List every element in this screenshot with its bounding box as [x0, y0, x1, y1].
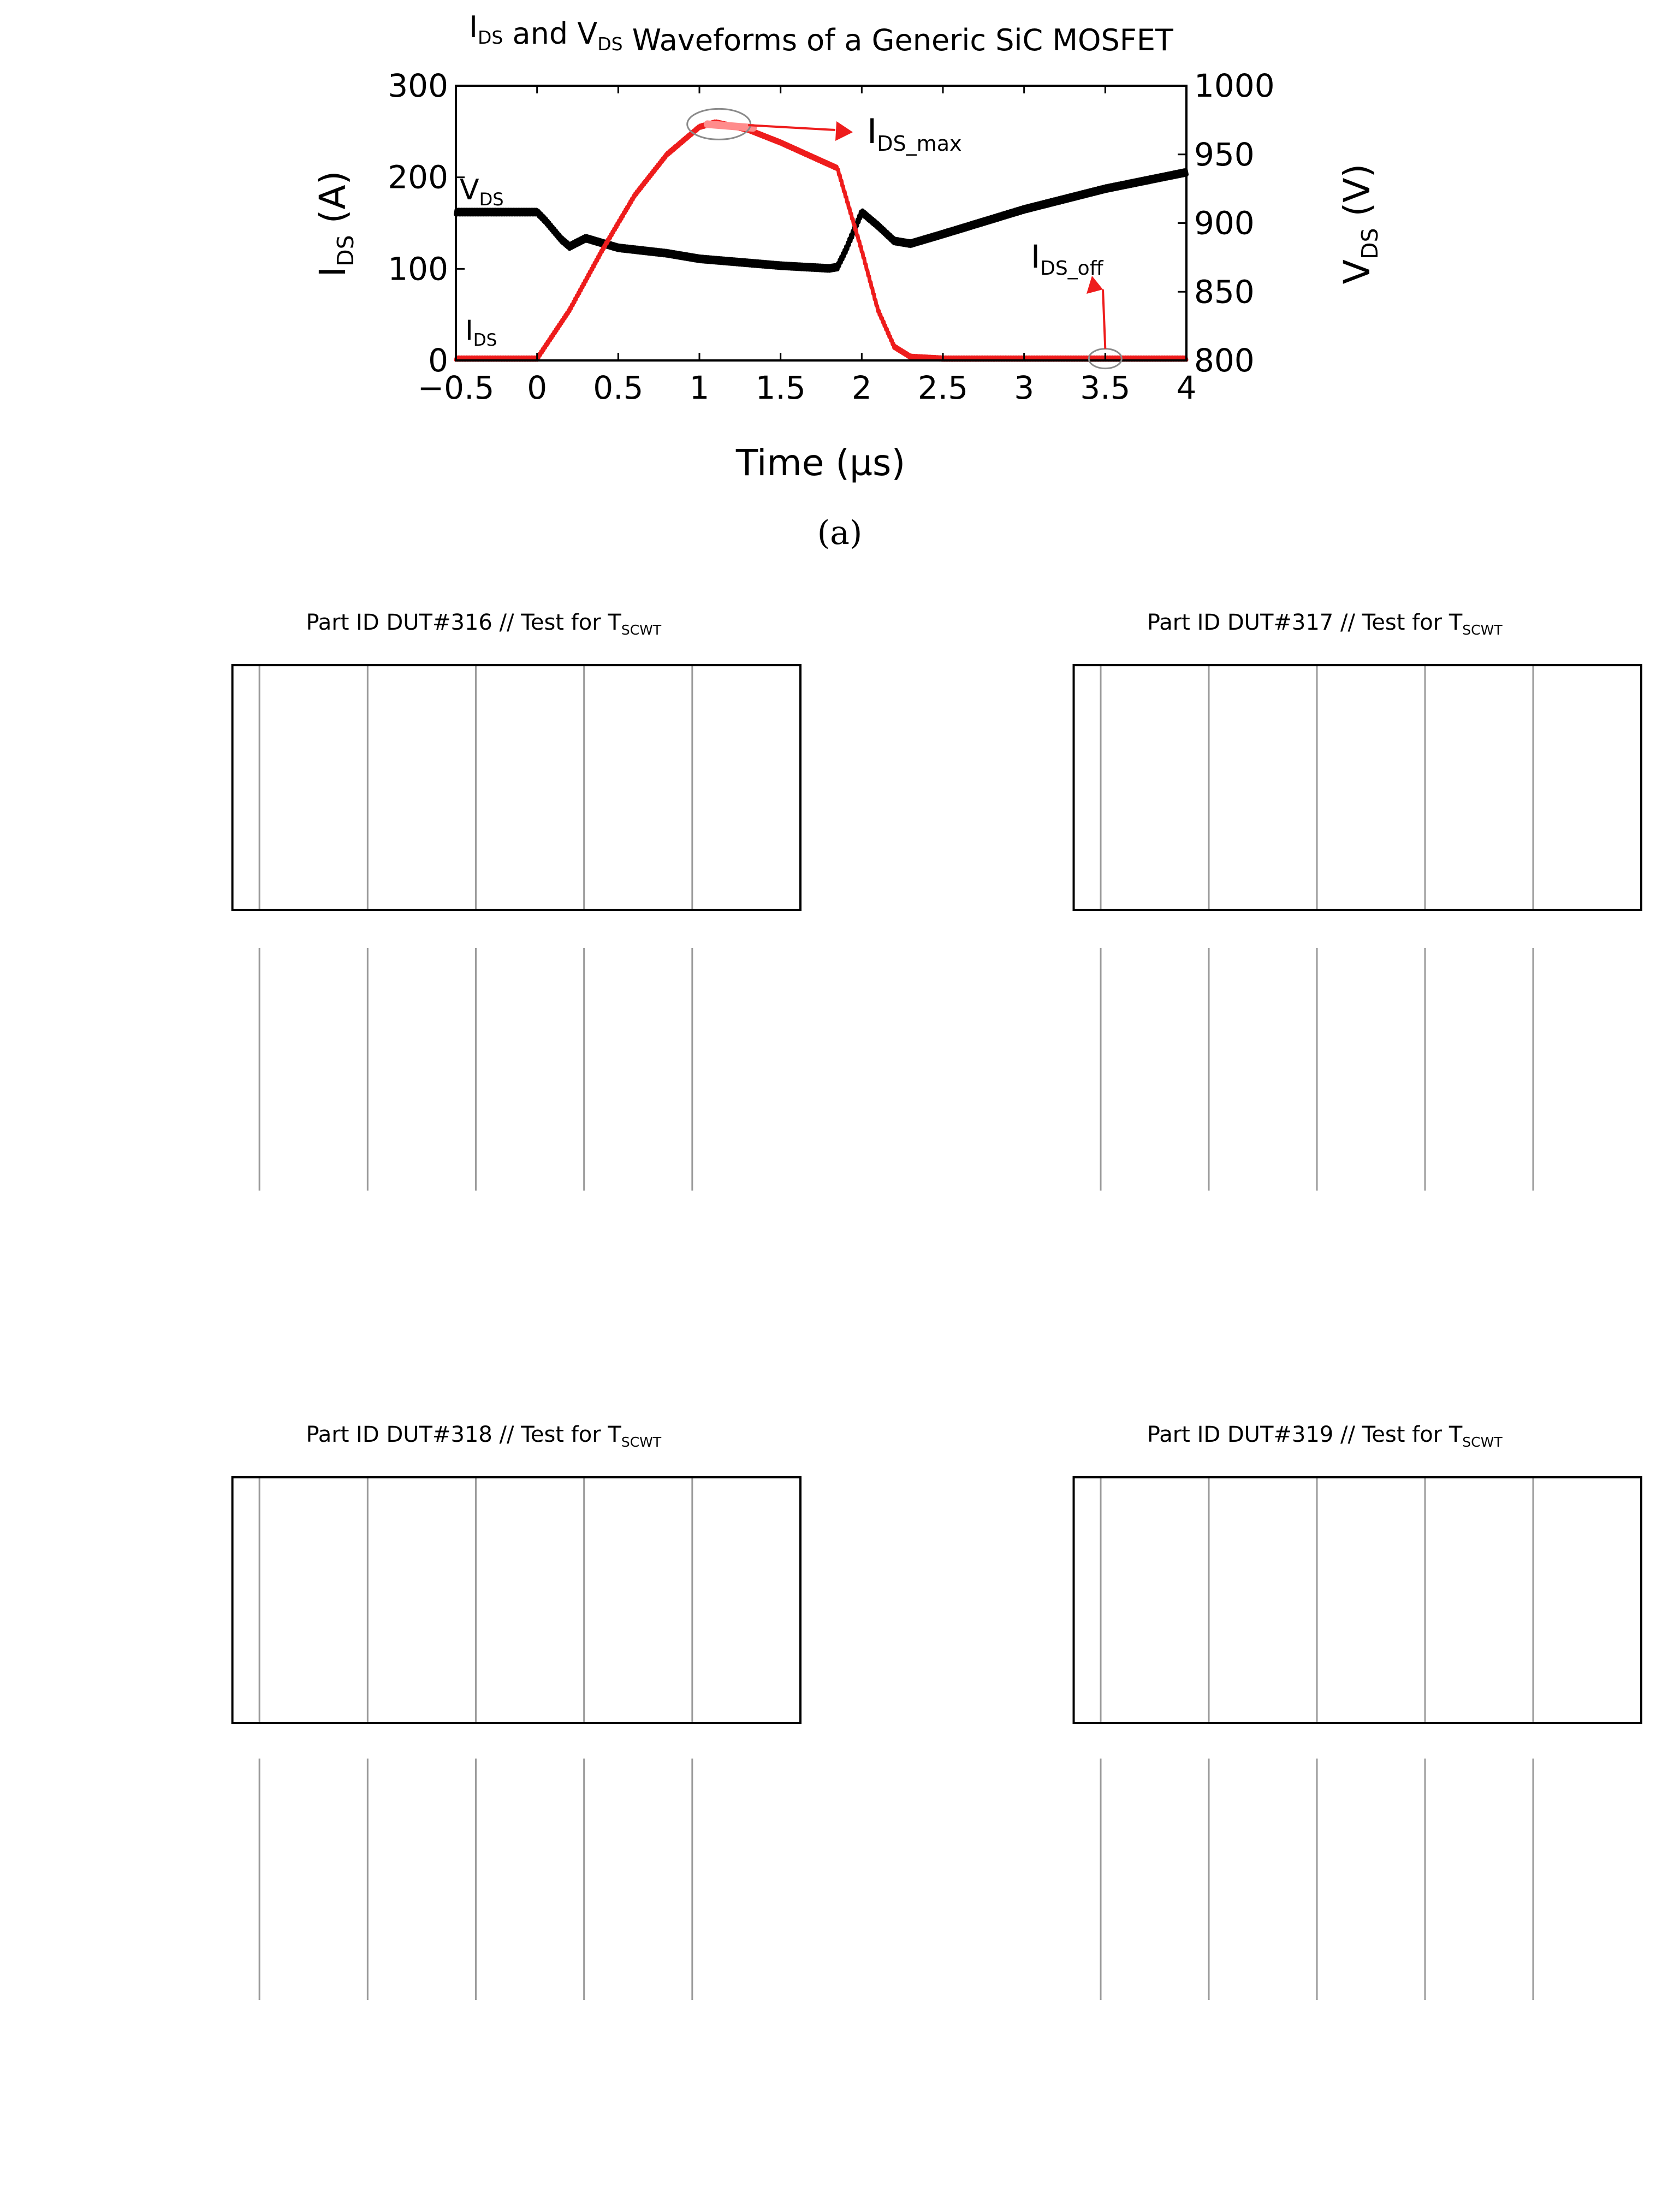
x-tick-label: −0.5 [418, 369, 495, 406]
top-plot-frame [1072, 664, 1642, 911]
x-tick-label: 0.5 [593, 369, 643, 406]
ids-off-label: IDS_off [1031, 238, 1104, 280]
top-plot-frame [231, 664, 802, 911]
ids-off-arrow [1102, 289, 1107, 349]
x-tick-label: 4 [1177, 369, 1197, 406]
y-tick-label-left: 200 [388, 159, 448, 196]
ids-off-arrowhead [1087, 276, 1103, 294]
x-tick-label: 3 [1014, 369, 1034, 406]
vds-label: VDS [460, 174, 504, 210]
ids-label: IDS [465, 315, 497, 350]
ids-max-highlight [703, 120, 757, 132]
y-tick-label-right: 950 [1194, 136, 1255, 173]
y-tick-label-left: 100 [388, 250, 448, 287]
ids-max-arrowhead [835, 121, 853, 141]
x-axis-label: Time (µs) [735, 442, 905, 484]
y-axis-label-left: IDS (A) [312, 171, 359, 277]
y-tick-label-right: 800 [1194, 342, 1255, 379]
panel-a: IDS and VDS Waveforms of a Generic SiC M… [312, 10, 1383, 552]
y-axis-label-right: VDS (V) [1336, 164, 1383, 284]
panel-title-b: Part ID DUT#316 // Test for TSCWT [306, 610, 661, 638]
panel-e: Part ID DUT#319 // Test for TSCWT [1072, 1422, 1642, 2000]
chart-title: IDS and VDS Waveforms of a Generic SiC M… [469, 10, 1174, 57]
top-plot-frame [1072, 1476, 1642, 1724]
ids-max-label: IDS_max [867, 111, 961, 156]
panel-title-e: Part ID DUT#319 // Test for TSCWT [1147, 1422, 1503, 1450]
ids-max-arrow [748, 124, 836, 131]
panel-title-d: Part ID DUT#318 // Test for TSCWT [306, 1422, 661, 1450]
y-tick-label-right: 850 [1194, 273, 1255, 310]
panel-d: Part ID DUT#318 // Test for TSCWT [231, 1422, 802, 2000]
x-tick-label: 3.5 [1080, 369, 1130, 406]
x-tick-label: 1 [690, 369, 710, 406]
panel-label-a: (a) [817, 514, 863, 552]
panel-c: Part ID DUT#317 // Test for TSCWT [1072, 610, 1642, 1191]
x-tick-label: 2 [852, 369, 872, 406]
y-tick-label-right: 900 [1194, 205, 1255, 242]
y-tick-label-left: 0 [428, 342, 448, 379]
y-tick-label-left: 300 [388, 67, 448, 104]
x-tick-label: 0 [527, 369, 547, 406]
x-tick-label: 1.5 [756, 369, 806, 406]
series-vds-line [454, 168, 1189, 273]
y-tick-label-right: 1000 [1194, 67, 1275, 104]
top-plot-frame [231, 1476, 802, 1724]
panel-b: Part ID DUT#316 // Test for TSCWT [231, 610, 802, 1191]
x-tick-label: 2.5 [918, 369, 968, 406]
panel-title-c: Part ID DUT#317 // Test for TSCWT [1147, 610, 1503, 638]
